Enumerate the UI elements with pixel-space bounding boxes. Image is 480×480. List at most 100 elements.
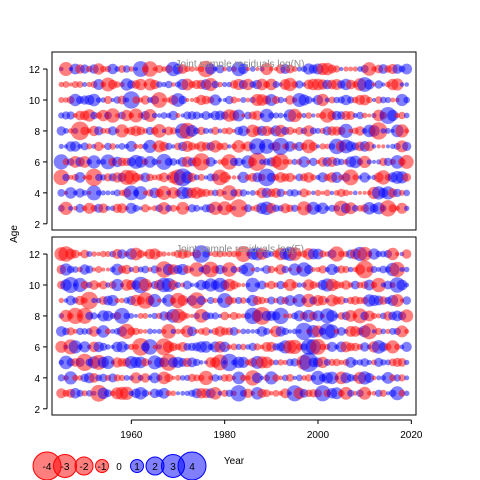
residual-bubble-positive [86, 251, 93, 257]
residual-bubble-negative [85, 168, 103, 187]
residual-bubble-negative [248, 152, 267, 171]
residual-bubble-positive [234, 157, 243, 167]
residual-bubble-negative [402, 173, 412, 182]
residual-bubble-positive [186, 124, 198, 137]
residual-bubble-positive [326, 310, 338, 322]
residual-bubble-positive [311, 113, 316, 118]
residual-bubble-negative [285, 172, 295, 183]
residual-bubble-positive [97, 325, 110, 338]
residual-bubble-negative [282, 158, 289, 165]
residual-bubble-negative [138, 328, 144, 335]
residual-bubble-positive [404, 359, 410, 366]
residual-bubble-positive [134, 156, 147, 168]
residual-bubble-negative [310, 174, 317, 181]
residual-bubble-positive [366, 359, 372, 366]
residual-bubble-negative [138, 143, 144, 150]
residual-bubble-negative [277, 359, 284, 366]
residual-bubble-negative [332, 358, 341, 367]
residual-bubble-positive [295, 80, 304, 89]
residual-bubble-positive [165, 142, 173, 150]
residual-bubble-negative [375, 327, 383, 335]
residual-bubble-negative [323, 189, 331, 197]
residual-bubble-positive [152, 329, 158, 334]
residual-bubble-negative [151, 92, 168, 108]
residual-bubble-negative [396, 325, 408, 338]
residual-bubble-positive [237, 356, 249, 368]
residual-bubble-negative [204, 298, 208, 303]
residual-bubble-negative [70, 249, 80, 259]
residual-bubble-negative [245, 66, 251, 72]
residual-bubble-positive [367, 175, 372, 180]
residual-bubble-positive [396, 279, 408, 291]
residual-bubble-negative [342, 169, 359, 186]
residual-bubble-positive [339, 66, 344, 72]
residual-bubble-negative [371, 390, 377, 396]
residual-bubble-negative [100, 250, 107, 258]
residual-bubble-positive [254, 266, 261, 273]
residual-bubble-negative [303, 172, 315, 183]
residual-bubble-negative [296, 251, 302, 257]
residual-bubble-negative [184, 65, 191, 73]
residual-bubble-negative [222, 262, 237, 277]
residual-bubble-positive [404, 205, 410, 211]
residual-bubble-negative [227, 175, 232, 180]
residual-bubble-negative [142, 312, 149, 319]
residual-bubble-negative [388, 204, 397, 213]
residual-bubble-positive [390, 143, 396, 149]
residual-bubble-positive [62, 173, 70, 182]
residual-bubble-negative [361, 112, 368, 119]
residual-bubble-negative [143, 109, 157, 122]
residual-bubble-positive [259, 375, 265, 380]
residual-bubble-positive [360, 342, 370, 352]
residual-bubble-positive [95, 97, 102, 103]
residual-bubble-negative [80, 291, 99, 310]
residual-bubble-negative [338, 250, 345, 258]
residual-bubble-positive [272, 81, 280, 88]
legend-label: 1 [134, 462, 140, 473]
residual-bubble-positive [386, 391, 390, 396]
residual-bubble-positive [249, 66, 256, 72]
residual-bubble-negative [141, 204, 150, 213]
residual-bubble-negative [262, 389, 271, 398]
residual-bubble-negative [240, 374, 247, 382]
residual-bubble-positive [217, 97, 223, 103]
residual-bubble-positive [128, 313, 135, 319]
residual-bubble-negative [221, 251, 228, 257]
residual-bubble-positive [296, 66, 302, 72]
residual-bubble-positive [267, 296, 276, 305]
legend-bubble [95, 459, 109, 473]
residual-bubble-negative [120, 386, 134, 400]
residual-bubble-negative [235, 313, 242, 319]
residual-bubble-negative [230, 343, 238, 351]
panel-top-y-axis: 2 4 6 8 10 12 [29, 65, 48, 231]
legend-label: -1 [98, 462, 107, 473]
residual-bubble-positive [263, 327, 271, 335]
residual-bubble-negative [315, 113, 321, 118]
residual-bubble-negative [287, 159, 293, 165]
residual-bubble-positive [179, 375, 186, 381]
residual-bubble-positive [331, 171, 343, 183]
residual-bubble-negative [376, 313, 382, 319]
residual-bubble-negative [397, 358, 407, 367]
residual-bubble-negative [114, 297, 120, 304]
residual-bubble-negative [366, 266, 373, 273]
residual-bubble-positive [237, 125, 249, 137]
residual-bubble-negative [305, 374, 313, 382]
residual-bubble-negative [101, 144, 106, 149]
residual-bubble-positive [325, 371, 339, 385]
residual-bubble-negative [404, 128, 410, 134]
residual-bubble-positive [143, 139, 157, 153]
residual-bubble-negative [68, 82, 73, 87]
residual-bubble-negative [103, 95, 113, 105]
residual-bubble-positive [347, 389, 355, 397]
residual-bubble-negative [362, 62, 377, 76]
residual-bubble-positive [87, 93, 101, 107]
residual-bubble-negative [243, 388, 253, 398]
residual-bubble-positive [72, 266, 79, 273]
residual-bubble-positive [144, 156, 156, 168]
residual-bubble-negative [358, 386, 372, 400]
residual-bubble-positive [184, 390, 190, 396]
x-tick-label: 2000 [307, 430, 330, 441]
residual-bubble-positive [192, 111, 201, 120]
residual-bubble-positive [235, 296, 243, 305]
